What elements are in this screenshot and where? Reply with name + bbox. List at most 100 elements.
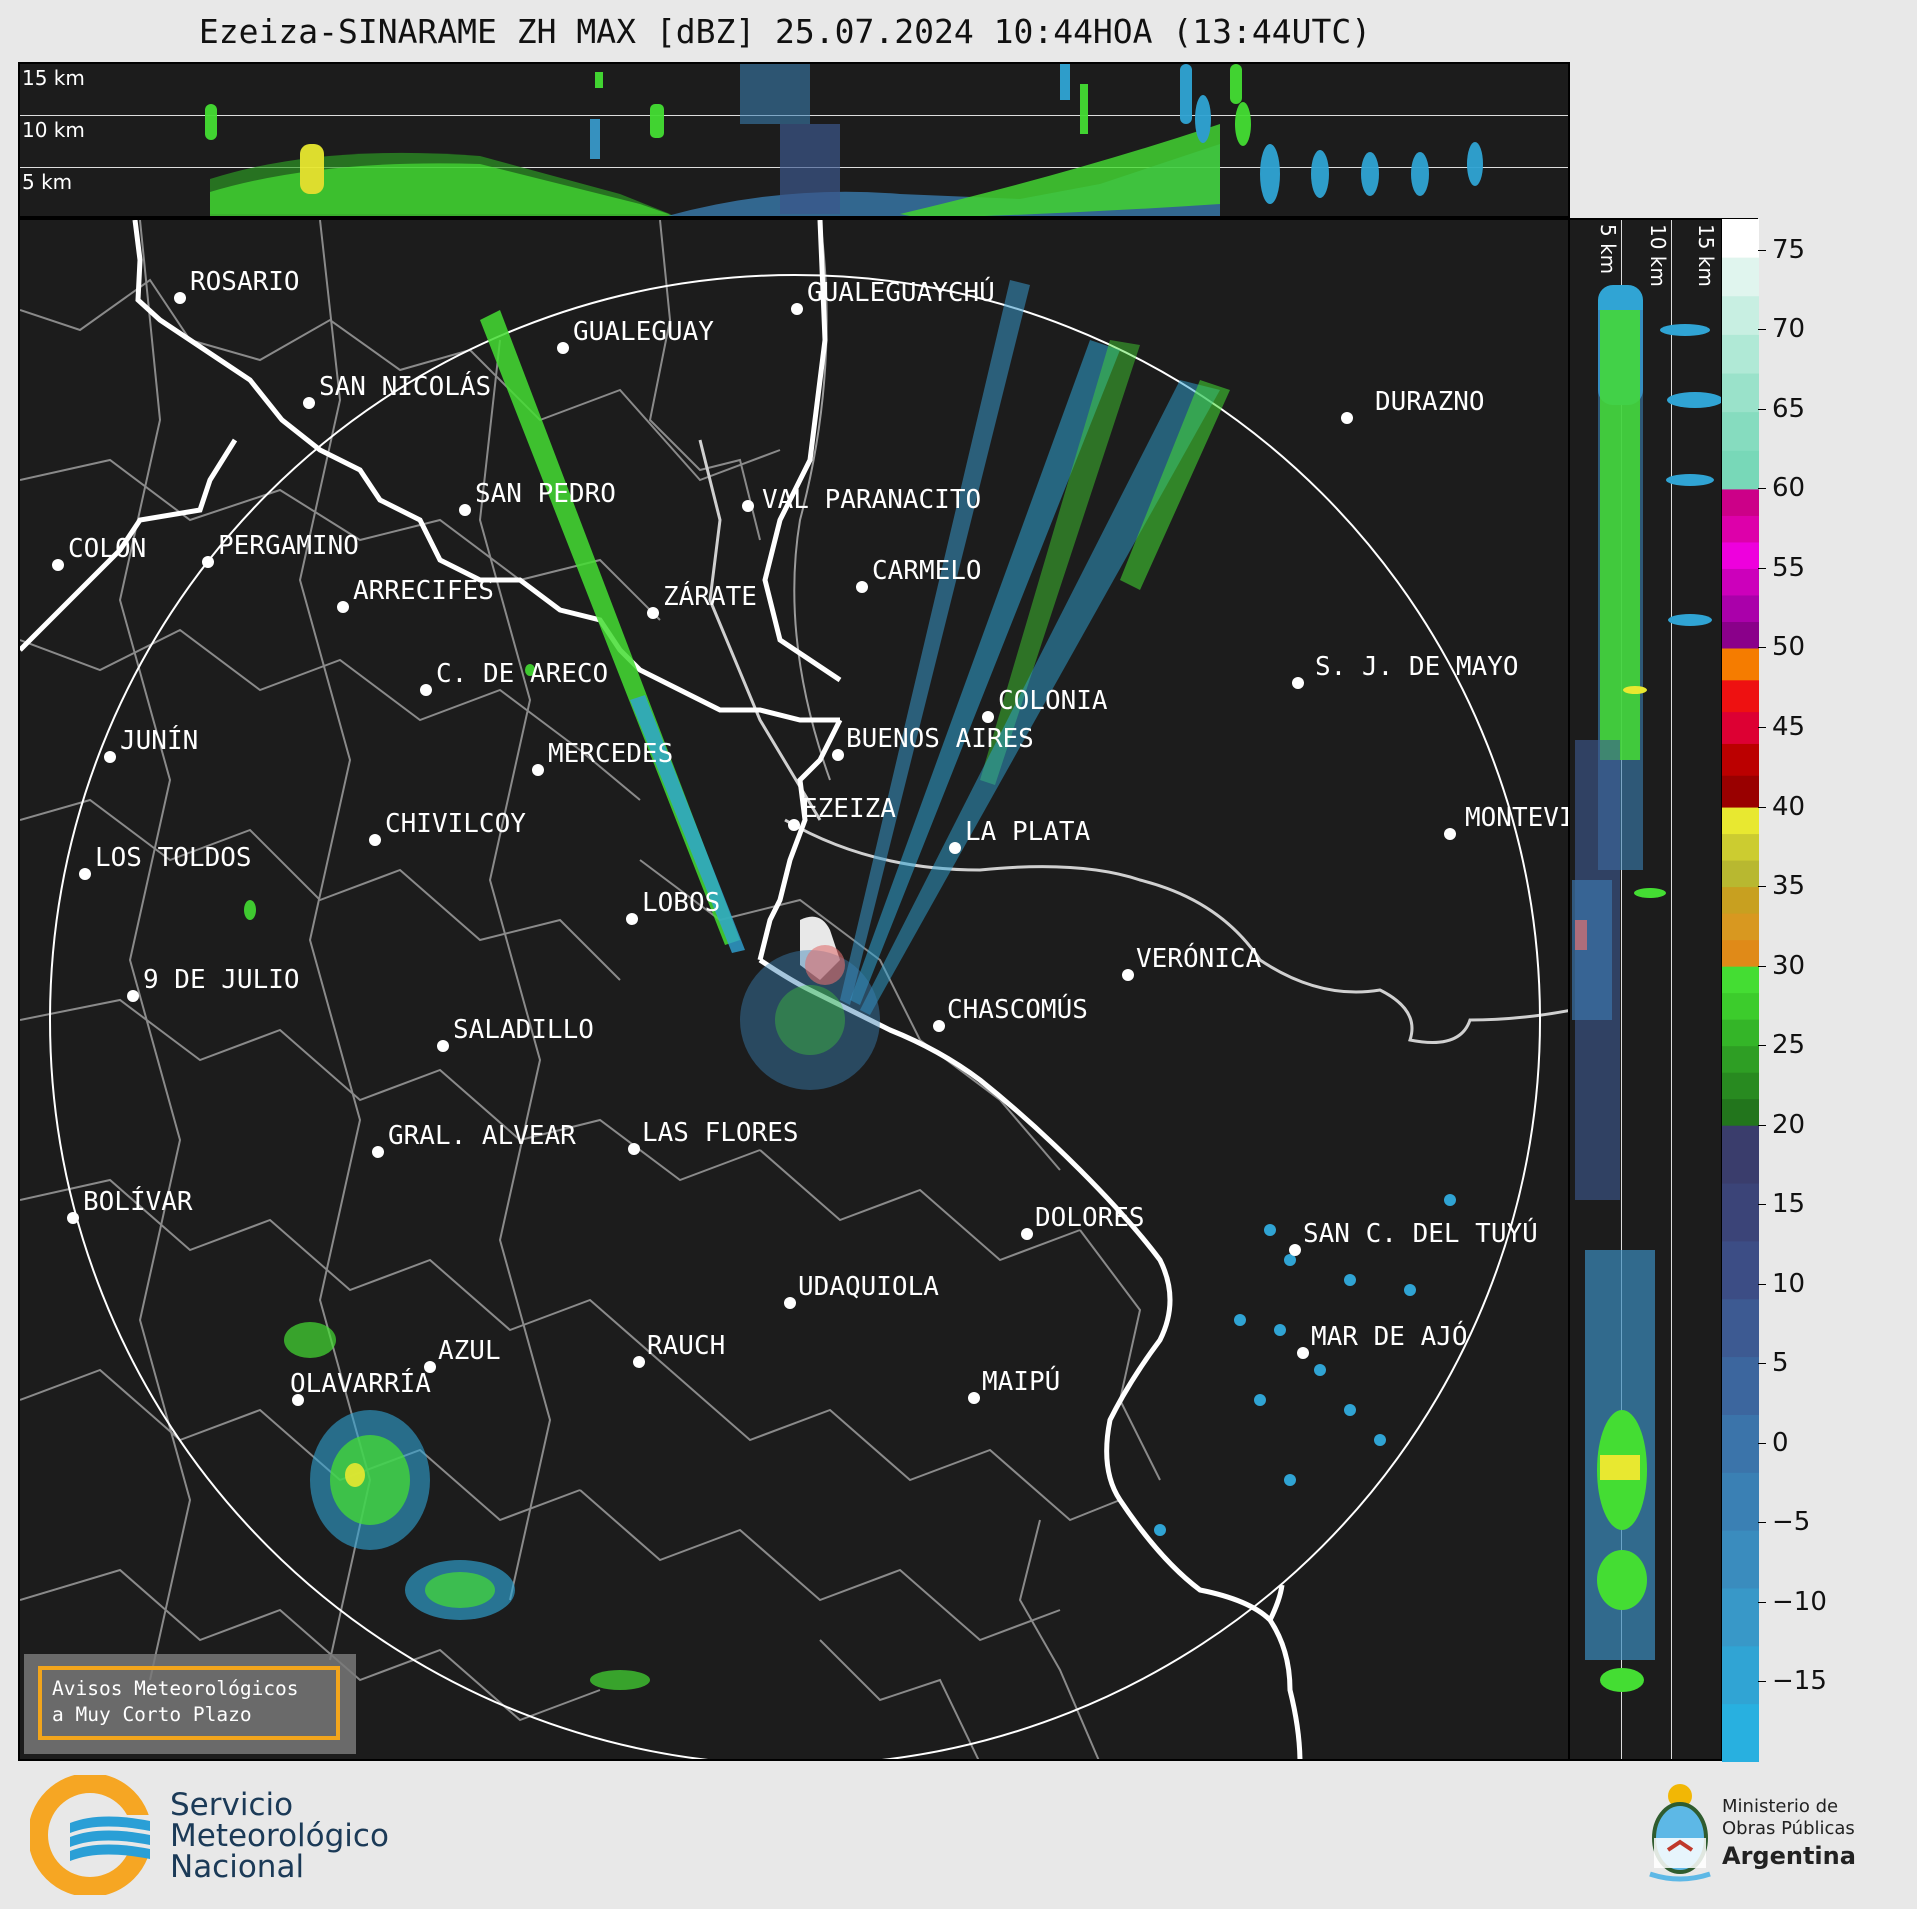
map-geometry: ROSARIO GUALEGUAYCHÚ GUALEGUAY SAN NICOL…	[20, 220, 1570, 1759]
colorbar-band	[1722, 257, 1759, 297]
colorbar-band	[1722, 913, 1759, 941]
colorbar-tick-label: 5	[1772, 1348, 1789, 1379]
colorbar-tick-label: 15	[1772, 1189, 1806, 1220]
colorbar-band	[1722, 834, 1759, 862]
colorbar-tick-label: −15	[1772, 1666, 1827, 1697]
colorbar-band	[1722, 1646, 1759, 1705]
smn-name-line1: Servicio	[170, 1787, 294, 1823]
ministry-line3: Argentina	[1722, 1842, 1856, 1870]
city-label: GRAL. ALVEAR	[388, 1121, 576, 1151]
chart-title: Ezeiza-SINARAME ZH MAX [dBZ] 25.07.2024 …	[198, 12, 1372, 51]
colorbar-band	[1722, 680, 1759, 713]
city-label: CARMELO	[872, 556, 982, 586]
warnings-button[interactable]: Avisos Meteorológicos a Muy Corto Plazo	[24, 1654, 356, 1754]
city-label: 9 DE JULIO	[143, 965, 300, 995]
warnings-button-line1: Avisos Meteorológicos	[52, 1677, 299, 1700]
city-label: OLAVARRÍA	[290, 1367, 431, 1399]
ministry-line1: Ministerio de	[1722, 1796, 1839, 1817]
warnings-button-frame[interactable]: Avisos Meteorológicos a Muy Corto Plazo	[38, 1666, 340, 1740]
colorbar-tick	[1758, 1522, 1766, 1524]
city-label: C. DE ARECO	[436, 659, 608, 689]
colorbar-band	[1722, 1472, 1759, 1532]
radar-echoes	[244, 280, 1456, 1690]
colorbar-tick-label: 45	[1772, 712, 1806, 743]
colorbar-band	[1722, 1588, 1759, 1647]
city-labels: ROSARIO GUALEGUAYCHÚ GUALEGUAY SAN NICOL…	[68, 267, 1570, 1399]
colorbar-band	[1722, 966, 1759, 994]
city-label: RAUCH	[647, 1331, 725, 1361]
colorbar-band	[1722, 296, 1759, 336]
colorbar-band	[1722, 542, 1759, 570]
colorbar-band	[1722, 1046, 1759, 1074]
colorbar-tick-label: −10	[1772, 1586, 1827, 1617]
city-label: BUENOS AIRES	[846, 724, 1034, 754]
river-uruguay-border	[698, 439, 822, 821]
colorbar-band	[1722, 807, 1759, 835]
colorbar-band	[1722, 940, 1759, 968]
city-label: MAR DE AJÓ	[1311, 1320, 1468, 1352]
colorbar-band	[1722, 1530, 1759, 1589]
city-label: LOBOS	[642, 888, 720, 918]
colorbar-tick-label: 70	[1772, 314, 1806, 345]
colorbar-band	[1722, 860, 1759, 888]
colorbar	[1721, 218, 1759, 1763]
colorbar-band	[1722, 450, 1759, 490]
colorbar-tick-label: 20	[1772, 1109, 1806, 1140]
smn-name-line3: Nacional	[170, 1849, 305, 1885]
colorbar-band	[1722, 1019, 1759, 1047]
colorbar-tick	[1758, 249, 1766, 251]
colorbar-tick-label: 60	[1772, 473, 1806, 504]
colorbar-tick	[1758, 408, 1766, 410]
city-label: SAN PEDRO	[475, 479, 616, 509]
colorbar-band	[1722, 712, 1759, 745]
city-label: CHASCOMÚS	[947, 993, 1088, 1025]
altitude-label-10km: 10 km	[22, 118, 85, 142]
colorbar-tick-label: 35	[1772, 871, 1806, 902]
city-label: GUALEGUAY	[573, 317, 714, 347]
city-label: DOLORES	[1035, 1203, 1145, 1233]
colorbar-tick	[1758, 1283, 1766, 1285]
city-label: MAIPÚ	[982, 1365, 1060, 1397]
colorbar-band	[1722, 1241, 1759, 1300]
colorbar-band	[1722, 412, 1759, 452]
colorbar-tick-label: 10	[1772, 1268, 1806, 1299]
colorbar-band	[1722, 887, 1759, 915]
city-label: AZUL	[438, 1336, 501, 1366]
colorbar-band	[1722, 1299, 1759, 1358]
radar-map[interactable]: ROSARIO GUALEGUAYCHÚ GUALEGUAY SAN NICOL…	[18, 218, 1570, 1761]
colorbar-band	[1722, 568, 1759, 596]
city-label: CHIVILCOY	[385, 809, 526, 839]
colorbar-tick	[1758, 567, 1766, 569]
colorbar-bands	[1722, 219, 1759, 1763]
colorbar-tick-label: 40	[1772, 791, 1806, 822]
city-label: ZÁRATE	[663, 580, 757, 612]
colorbar-band	[1722, 1183, 1759, 1242]
city-label: LOS TOLDOS	[95, 843, 252, 873]
colorbar-band	[1722, 334, 1759, 375]
colorbar-band	[1722, 595, 1759, 623]
colorbar-tick	[1758, 647, 1766, 649]
colorbar-band	[1722, 993, 1759, 1021]
colorbar-band	[1722, 648, 1759, 681]
city-label: ROSARIO	[190, 267, 300, 297]
city-label: COLONIA	[998, 686, 1108, 716]
colorbar-tick-label: 65	[1772, 393, 1806, 424]
colorbar-band	[1722, 743, 1759, 777]
city-label: MONTEVIDEO	[1465, 803, 1570, 833]
city-label: DURAZNO	[1375, 387, 1485, 417]
altitude-line-10km-v	[1671, 220, 1672, 1759]
colorbar-tick-label: 30	[1772, 950, 1806, 981]
city-label: UDAQUIOLA	[798, 1272, 939, 1302]
colorbar-band	[1722, 1072, 1759, 1100]
colorbar-tick	[1758, 329, 1766, 331]
city-label: SAN C. DEL TUYÚ	[1303, 1217, 1538, 1249]
city-label: LA PLATA	[965, 817, 1091, 847]
colorbar-band	[1722, 1414, 1759, 1474]
top-echo-layer	[205, 64, 1483, 216]
ministry-line2: Obras Públicas	[1722, 1818, 1855, 1839]
colorbar-band	[1722, 1099, 1759, 1127]
smn-logo-icon	[30, 1775, 150, 1895]
colorbar-tick-label: 0	[1772, 1427, 1789, 1458]
city-label: MERCEDES	[548, 739, 673, 769]
colorbar-band	[1722, 1704, 1759, 1763]
